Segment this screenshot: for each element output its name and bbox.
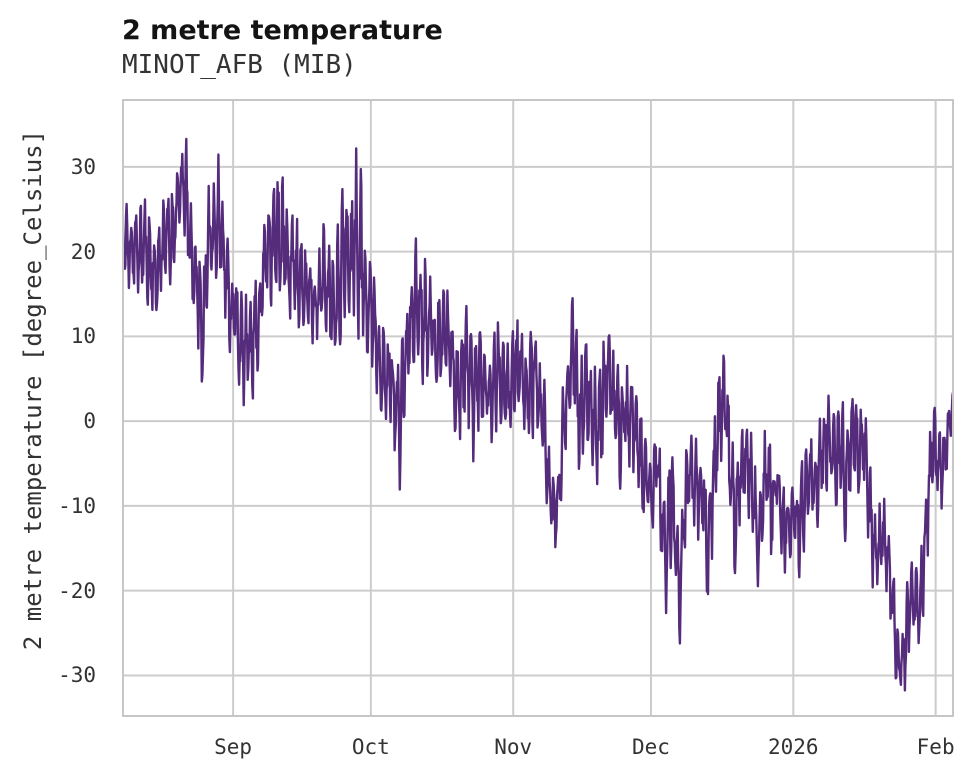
y-tick-label: 0 <box>83 409 96 434</box>
chart-subtitle: MINOT_AFB (MIB) <box>122 50 357 80</box>
y-tick-label: 10 <box>70 324 96 349</box>
y-tick-label: 30 <box>70 154 96 179</box>
y-axis-label: 2 metre temperature [degree_Celsius] <box>19 129 47 651</box>
x-tick-label: 2026 <box>767 735 819 759</box>
chart-title: 2 metre temperature <box>122 15 443 46</box>
temperature-line <box>120 137 955 692</box>
x-tick-label: Oct <box>351 735 390 759</box>
plot-canvas <box>120 99 955 717</box>
y-tick-label: -20 <box>58 578 96 603</box>
y-tick-label: -10 <box>58 493 96 518</box>
x-tick-label: Nov <box>494 735 533 759</box>
x-tick-label: Dec <box>631 735 670 759</box>
x-tick-label: Sep <box>214 735 253 759</box>
y-tick-label: 20 <box>70 239 96 264</box>
x-tick-label: Feb <box>916 735 955 759</box>
plot-border <box>122 99 954 717</box>
plot-area <box>120 99 955 717</box>
y-tick-label: -30 <box>58 663 96 688</box>
